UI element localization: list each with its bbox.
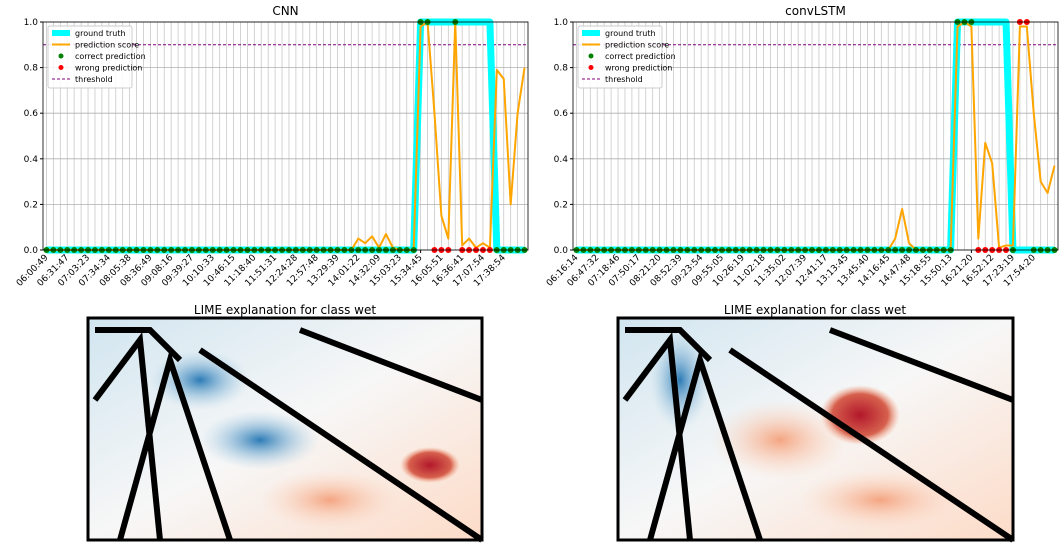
legend-swatch — [589, 54, 594, 59]
y-tick-label: 1.0 — [24, 18, 39, 28]
legend-label: wrong prediction — [605, 64, 672, 73]
legend-label: ground truth — [75, 29, 126, 38]
legend-label: wrong prediction — [75, 64, 142, 73]
chart: 06:00:4906:31:4707:03:2307:34:3408:05:38… — [15, 4, 528, 317]
y-tick-label: 0.2 — [24, 200, 38, 210]
legend-label: threshold — [75, 75, 113, 84]
image-title: LIME explanation for class wet — [724, 303, 906, 317]
y-tick-label: 0.8 — [24, 64, 39, 74]
figure: 06:00:4906:31:4707:03:2307:34:3408:05:38… — [0, 0, 1061, 543]
y-tick-label: 0.8 — [554, 64, 569, 74]
legend-swatch — [59, 54, 64, 59]
chart: 06:16:1406:47:3207:18:4607:50:1708:21:20… — [545, 4, 1058, 317]
y-tick-label: 0.4 — [24, 155, 39, 165]
image-title: LIME explanation for class wet — [194, 303, 376, 317]
heat-region — [710, 400, 850, 480]
legend-label: correct prediction — [75, 52, 146, 61]
y-tick-label: 0.2 — [554, 200, 568, 210]
y-tick-label: 0.6 — [24, 109, 39, 119]
y-tick-label: 1.0 — [554, 18, 569, 28]
chart-title: CNN — [272, 4, 298, 18]
legend-label: prediction score — [75, 41, 139, 50]
legend-label: correct prediction — [605, 52, 676, 61]
legend-label: threshold — [605, 75, 643, 84]
y-tick-label: 0.0 — [24, 246, 39, 256]
legend-swatch — [589, 65, 594, 70]
legend-label: prediction score — [605, 41, 669, 50]
chart-title: convLSTM — [785, 4, 846, 18]
y-tick-label: 0.4 — [554, 155, 569, 165]
legend-label: ground truth — [605, 29, 656, 38]
y-tick-label: 0.0 — [554, 246, 569, 256]
lime-image — [88, 318, 482, 540]
heat-region — [400, 447, 460, 483]
heat-region — [800, 470, 960, 530]
heat-region — [260, 470, 400, 530]
legend-swatch — [59, 65, 64, 70]
y-tick-label: 0.6 — [554, 109, 569, 119]
lime-image — [618, 318, 1013, 540]
